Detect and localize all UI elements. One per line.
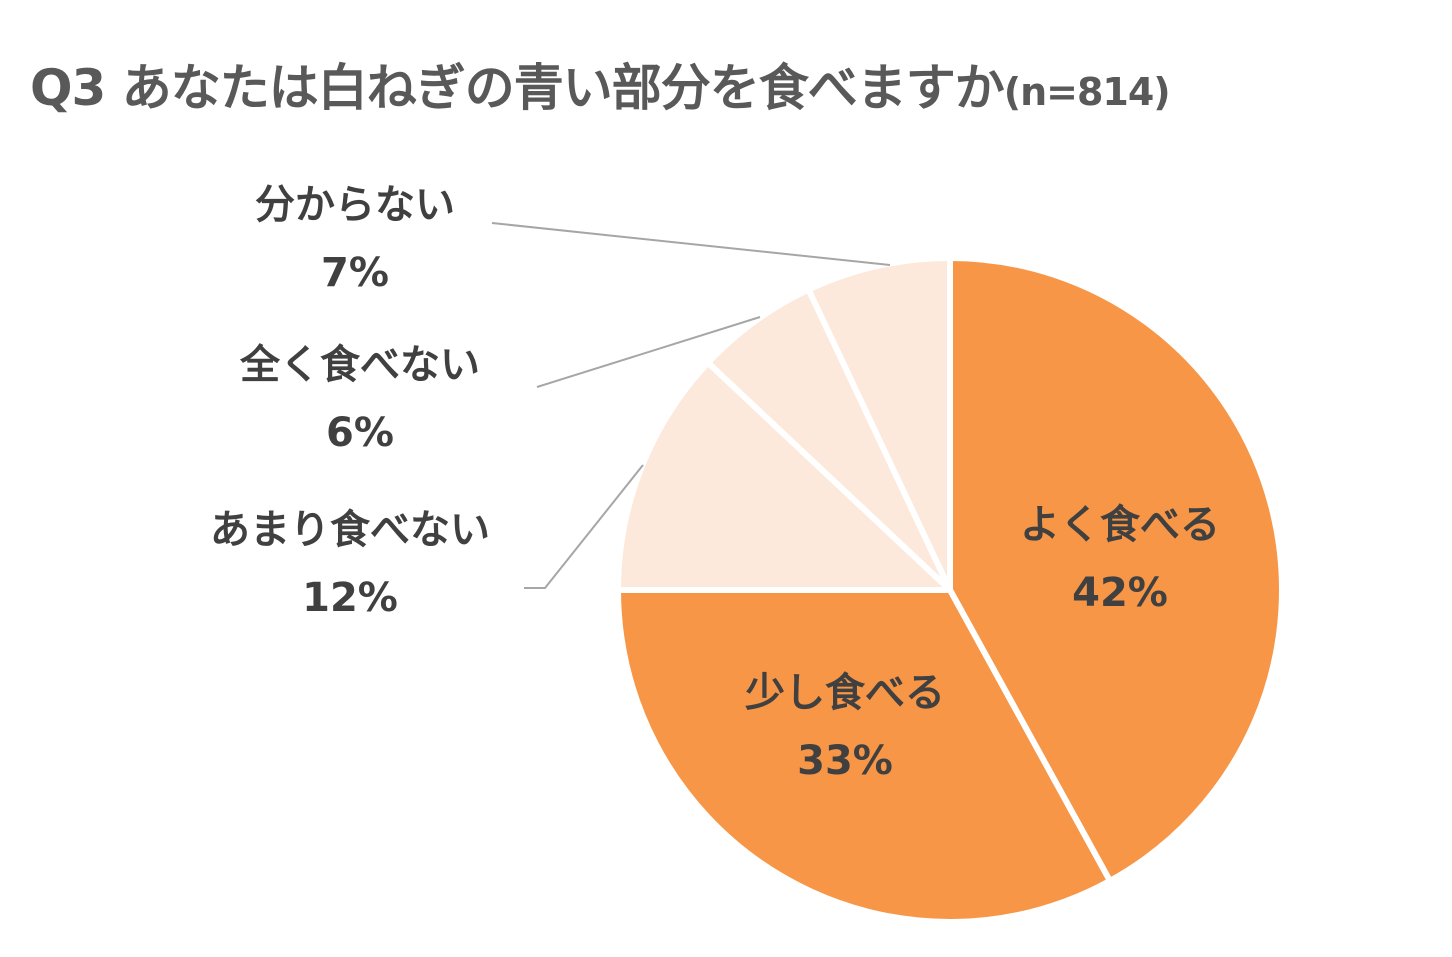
pie-slice	[615, 587, 1113, 925]
chart-title: Q3 あなたは白ねぎの青い部分を食べますか(n=814)	[30, 48, 1171, 120]
pie-slice	[947, 255, 1285, 884]
label-yoku-taberu: よく食べる 42%	[1020, 502, 1220, 616]
pie-slice	[805, 255, 953, 593]
pie-slices	[615, 255, 1285, 925]
chart-title-main: Q3 あなたは白ねぎの青い部分を食べますか	[30, 59, 1005, 117]
leader-line-wakaranai	[491, 222, 891, 266]
label-wakaranai: 分からない 7%	[255, 182, 455, 296]
sample-size: (n=814)	[1003, 70, 1171, 114]
label-amari-tabenai: あまり食べない 12%	[210, 507, 490, 621]
leader-line-amari	[524, 464, 644, 589]
label-mattaku-tabenai: 全く食べない 6%	[240, 342, 480, 456]
leader-lines	[491, 222, 891, 589]
label-sukoshi-taberu: 少し食べる 33%	[745, 670, 945, 784]
leader-line-mattaku	[536, 316, 761, 388]
